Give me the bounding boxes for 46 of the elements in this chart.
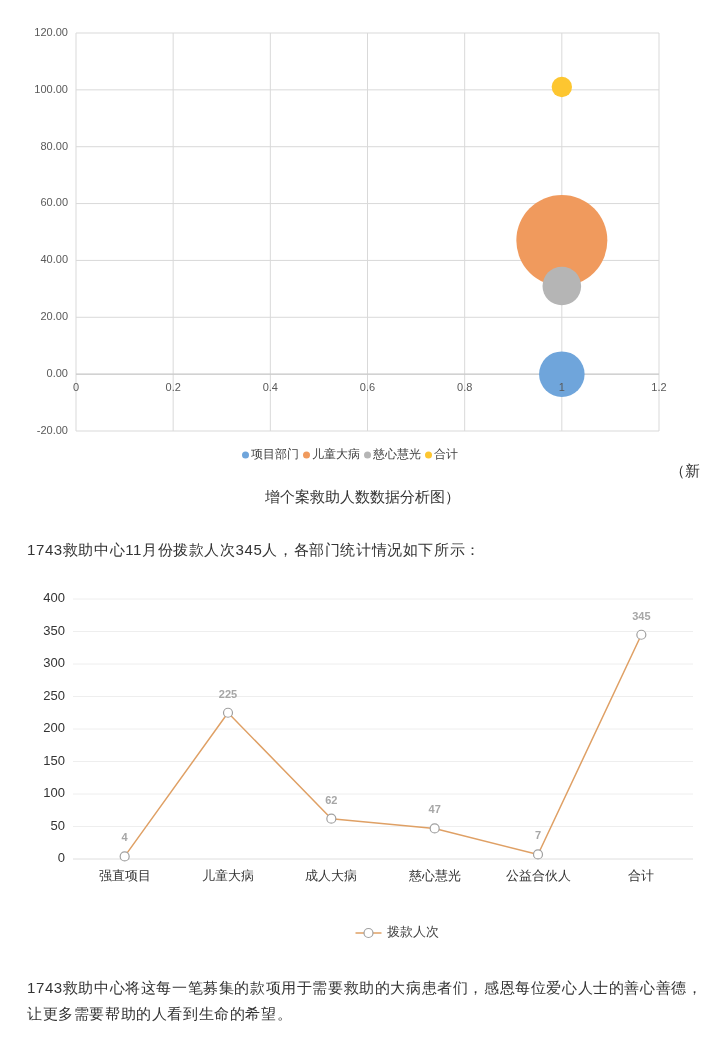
data-label: 4 (121, 831, 128, 844)
y-tick-label: 150 (43, 752, 65, 768)
x-tick-label: 0.8 (457, 381, 473, 394)
y-tick-label: 0.00 (46, 367, 68, 380)
y-tick-label: 80.00 (40, 139, 68, 152)
y-tick-label: 100 (43, 785, 65, 801)
text: 增个案救助人数数据分析图） (263, 488, 461, 507)
y-tick-label: 0 (57, 850, 65, 866)
y-tick-label: 60.00 (40, 196, 68, 209)
y-tick-label: 120.00 (34, 25, 68, 38)
y-tick-label: 400 (43, 590, 65, 606)
legend: 拨款人次 (354, 924, 439, 940)
y-tick-label: 200 (43, 720, 65, 736)
x-tick-label: 0.2 (165, 381, 181, 394)
x-tick-label: 1.2 (651, 381, 667, 394)
data-label: 7 (534, 829, 542, 842)
x-tick-label: 合计 (628, 868, 655, 883)
y-tick-label: 20.00 (40, 310, 68, 323)
x-tick-label: 1 (558, 381, 565, 394)
y-tick-label: 100.00 (34, 82, 68, 95)
x-tick-label: 0 (72, 381, 80, 394)
x-tick-label: 0.4 (262, 381, 278, 394)
x-tick-label: 儿童大病 (202, 868, 254, 883)
y-tick-label: 350 (43, 622, 65, 638)
legend-label: 合计 (434, 448, 458, 461)
legend-label: 拨款人次 (386, 924, 439, 940)
data-label: 62 (325, 793, 338, 806)
data-label: 47 (428, 803, 441, 816)
y-tick-label: -20.00 (36, 423, 68, 436)
data-label: 345 (632, 609, 651, 622)
text: （新 (669, 462, 700, 481)
legend-label: 儿童大病 (312, 447, 360, 461)
y-tick-label: 50 (50, 817, 65, 833)
x-tick-label: 强直项目 (98, 868, 151, 883)
chart-title: 1743救助中心11月份拨款人次345人，各部门统计情况如下所示： (27, 541, 481, 558)
x-tick-label: 公益合伙人 (505, 868, 571, 883)
y-tick-label: 250 (43, 687, 65, 703)
text: 1743救助中心将这每一笔募集的款项用于需要救助的大病患者们，感恩每位爱心人士的善心善德，让更多需要帮助的人看到生命的希望。 (27, 978, 704, 1024)
x-tick-label: 0.6 (359, 381, 376, 394)
y-tick-label: 40.00 (40, 253, 68, 266)
legend-label: 慈心慧光 (372, 447, 421, 461)
x-tick-label: 慈心慧光 (407, 868, 461, 883)
x-tick-label: 成人大病 (305, 868, 358, 883)
y-tick-label: 300 (43, 655, 65, 671)
legend-label: 项目部门 (251, 447, 299, 461)
data-label: 225 (218, 687, 238, 700)
